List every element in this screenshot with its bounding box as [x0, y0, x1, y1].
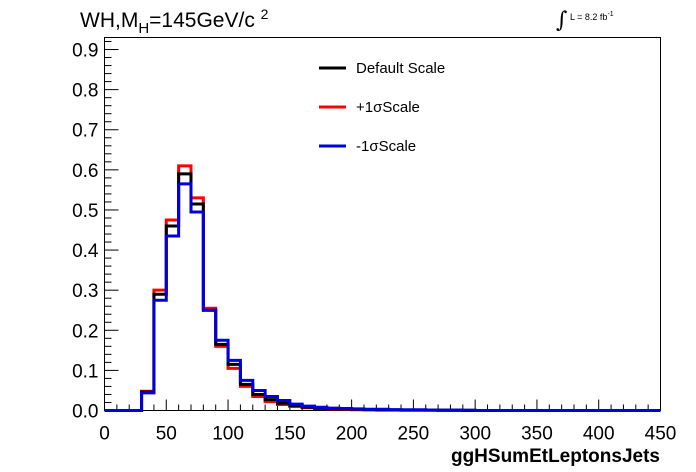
integral-icon: ∫ — [556, 8, 568, 33]
y-tick-label: 0.2 — [72, 321, 98, 342]
y-tick-label: 0.0 — [72, 402, 98, 423]
y-axis: 0.0 0.1 0.2 0.3 0.4 0.5 0.6 0.7 0.8 0.9 — [72, 41, 119, 423]
x-tick-label: 450 — [645, 424, 677, 445]
title-subscript: H — [138, 20, 150, 37]
title-value: =145GeV/c — [149, 9, 255, 32]
y-tick-label: 0.7 — [72, 121, 98, 142]
x-tick-label: 100 — [212, 424, 244, 445]
x-axis-label: ggHSumEtLeptonsJets — [451, 446, 660, 467]
y-tick-label: 0.3 — [72, 281, 98, 302]
title-superscript: 2 — [260, 6, 269, 22]
legend: Default Scale +1σScale -1σScale — [319, 60, 445, 155]
y-tick-label: 0.6 — [72, 161, 98, 182]
x-tick-label: 50 — [156, 424, 177, 445]
y-tick-label: 0.4 — [72, 241, 99, 262]
x-tick-label: 150 — [274, 424, 306, 445]
y-tick-label: 0.8 — [72, 81, 98, 102]
x-tick-label: 200 — [336, 424, 368, 445]
title-prefix: WH,M — [80, 9, 139, 32]
y-tick-label: 0.9 — [72, 41, 98, 62]
legend-label-1: +1σScale — [356, 99, 420, 116]
legend-label-0: Default Scale — [356, 60, 445, 77]
y-tick-label: 0.5 — [72, 201, 98, 222]
chart-title: WH,MH=145GeV/c 2 — [80, 6, 268, 37]
legend-label-2: -1σScale — [356, 138, 416, 155]
series-layer — [104, 164, 661, 412]
series-line-2 — [104, 182, 661, 412]
plot-frame — [104, 37, 661, 411]
x-tick-label: 400 — [583, 424, 615, 445]
luminosity-label: ∫ L = 8.2 fb-1 — [556, 8, 614, 33]
luminosity-unit-sup: -1 — [607, 11, 614, 18]
x-axis: 0 50 100 150 200 250 300 350 400 450 — [99, 399, 677, 445]
luminosity-text: L = 8.2 fb — [569, 12, 608, 22]
x-tick-label: 300 — [459, 424, 491, 445]
x-tick-label: 0 — [99, 424, 110, 445]
x-tick-label: 350 — [521, 424, 553, 445]
y-tick-label: 0.1 — [72, 361, 98, 382]
x-tick-label: 250 — [398, 424, 430, 445]
